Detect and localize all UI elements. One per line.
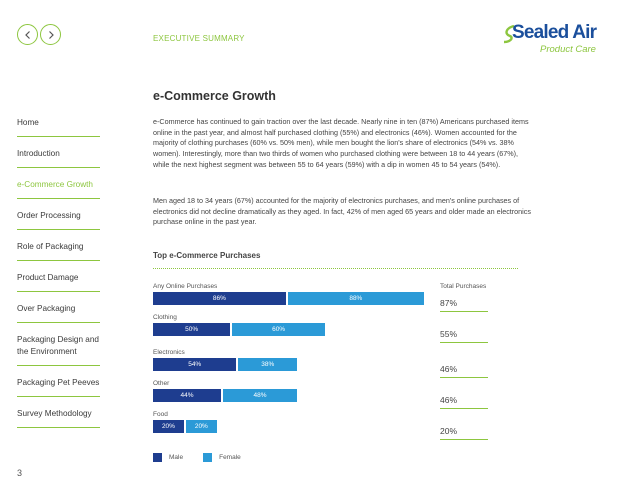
legend-label-female: Female [219,454,241,461]
total-row-separator [440,377,488,378]
bar-male-electronics: 54% [153,358,237,371]
bar-female-food: 20% [185,420,217,433]
bar-female-clothing: 60% [232,323,325,336]
sidebar-nav: Home Introduction e-Commerce Growth Orde… [17,113,100,428]
section-label: EXECUTIVE SUMMARY [153,34,245,43]
previous-page-button[interactable] [17,24,38,45]
sidebar-item-home[interactable]: Home [17,113,100,138]
body-paragraph-2: Men aged 18 to 34 years (67%) accounted … [153,196,531,227]
total-value-any-online-purchases: 87% [440,298,458,308]
chart-title: Top e-Commerce Purchases [153,251,261,260]
total-row-separator [440,439,488,440]
category-label-clothing: Clothing [153,314,177,321]
sidebar-item-survey-methodology[interactable]: Survey Methodology [17,404,100,428]
swoosh-icon [503,24,515,44]
category-label-food: Food [153,411,168,418]
bar-male-any-online-purchases: 86% [153,292,286,305]
sidebar-item-introduction[interactable]: Introduction [17,144,100,169]
legend-item-female: Female [203,453,241,462]
logo-brand: Sealed Air [512,22,597,43]
bar-male-clothing: 50% [153,323,231,336]
sidebar-item-ecommerce-growth[interactable]: e-Commerce Growth [17,175,100,200]
chart-legend: Male Female [153,453,261,462]
bar-female-other: 48% [222,389,298,402]
bar-female-electronics: 38% [238,358,298,371]
total-value-clothing: 55% [440,329,458,339]
total-value-electronics: 46% [440,364,458,374]
body-paragraph-1: e-Commerce has continued to gain tractio… [153,117,529,169]
sidebar-item-product-damage[interactable]: Product Damage [17,268,100,293]
total-row-separator [440,342,488,343]
logo-tagline: Product Care [540,44,596,55]
sidebar-item-packaging-pet-peeves[interactable]: Packaging Pet Peeves [17,373,100,397]
total-value-other: 46% [440,395,458,405]
bar-female-any-online-purchases: 88% [287,292,424,305]
legend-label-male: Male [169,454,184,461]
page-number: 3 [17,468,23,478]
next-page-button[interactable] [40,24,61,45]
legend-swatch-male [153,453,162,462]
category-label-any-online-purchases: Any Online Purchases [153,283,218,290]
legend-swatch-female [203,453,213,462]
chevron-right-icon [48,30,54,39]
bar-male-food: 20% [153,420,184,433]
chart-divider [153,268,518,269]
sidebar-item-over-packaging[interactable]: Over Packaging [17,299,100,324]
sidebar-item-role-of-packaging[interactable]: Role of Packaging [17,237,100,262]
sidebar-item-packaging-design[interactable]: Packaging Design and the Environment [17,330,100,366]
category-label-other: Other [153,380,170,387]
bar-male-other: 44% [153,389,221,402]
total-row-separator [440,311,488,312]
sealed-air-logo: Sealed Air Product Care [500,20,625,60]
sidebar-item-order-processing[interactable]: Order Processing [17,206,100,231]
category-label-electronics: Electronics [153,349,185,356]
total-row-separator [440,408,488,409]
page-title: e-Commerce Growth [153,89,276,103]
legend-item-male: Male [153,453,183,462]
total-purchases-header: Total Purchases [440,283,487,290]
total-value-food: 20% [440,426,458,436]
chevron-left-icon [24,30,30,39]
